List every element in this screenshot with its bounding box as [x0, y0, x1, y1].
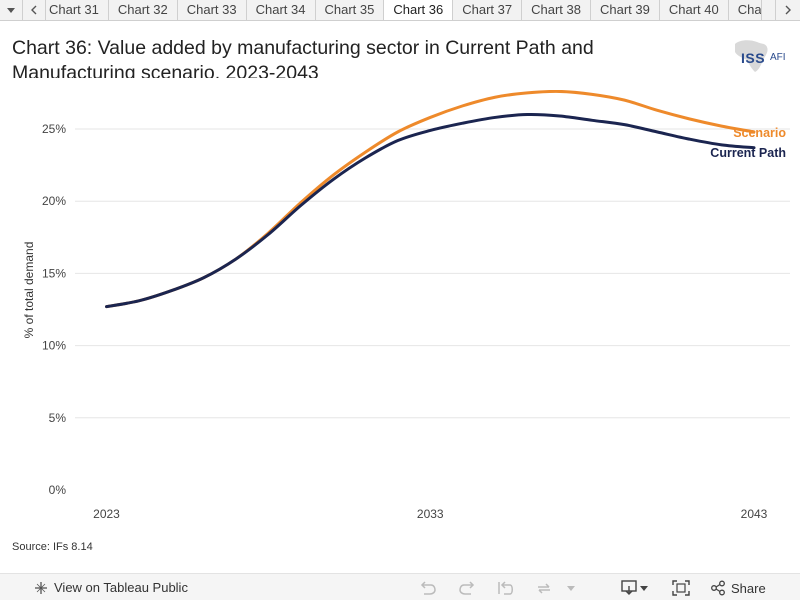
refresh-icon	[538, 583, 550, 594]
pause-dropdown-button[interactable]	[566, 579, 576, 597]
tab-chart-40[interactable]: Chart 40	[660, 0, 729, 20]
fullscreen-button[interactable]	[672, 579, 690, 597]
y-tick-label: 10%	[42, 339, 66, 353]
tab-chart-39[interactable]: Chart 39	[591, 0, 660, 20]
tab-menu-button[interactable]	[0, 0, 23, 20]
undo-button[interactable]	[419, 579, 437, 597]
y-tick-label: 20%	[42, 194, 66, 208]
line-chart: 0% 5% 10% 15% 20% 25% 2023 2033 2043 % of total d…	[22, 90, 790, 521]
y-tick-label: 5%	[49, 411, 67, 425]
download-icon	[621, 580, 637, 595]
series-line-scenario	[105, 90, 756, 309]
view-on-tableau-label: View on Tableau Public	[54, 580, 188, 595]
share-icon	[711, 580, 725, 596]
redo-icon	[459, 581, 475, 595]
chevron-right-icon	[785, 5, 791, 15]
fullscreen-icon	[672, 580, 690, 596]
chevron-left-icon	[31, 5, 37, 15]
tab-chart-37[interactable]: Chart 37	[453, 0, 523, 20]
redo-button[interactable]	[458, 579, 476, 597]
tab-chart-38[interactable]: Chart 38	[522, 0, 591, 20]
tab-list: Chart 31 Chart 32 Chart 33 Chart 34 Char…	[46, 0, 775, 20]
caret-down-icon	[567, 586, 575, 591]
tab-chart-35[interactable]: Chart 35	[316, 0, 385, 20]
undo-icon	[420, 581, 436, 595]
footer-toolbar: View on Tableau Public Share	[0, 573, 800, 600]
refresh-button[interactable]	[535, 579, 553, 597]
y-tick-label: 15%	[42, 266, 66, 280]
revert-button[interactable]	[497, 579, 515, 597]
tab-chart-33[interactable]: Chart 33	[178, 0, 247, 20]
chart-title: Chart 36: Value added by manufacturing s…	[12, 37, 594, 78]
download-button[interactable]	[621, 579, 649, 597]
series-line-current-path	[105, 113, 756, 309]
x-tick-label: 2023	[93, 507, 120, 521]
x-tick-label: 2043	[741, 507, 768, 521]
tab-chart-32[interactable]: Chart 32	[109, 0, 178, 20]
y-tick-label: 0%	[49, 483, 67, 497]
logo-subtext: AFI	[770, 52, 786, 63]
africa-map-logo-icon	[735, 40, 768, 72]
tab-scroll-left-button[interactable]	[23, 0, 46, 20]
tab-chart-34[interactable]: Chart 34	[247, 0, 316, 20]
tableau-logo-icon	[35, 581, 47, 594]
tab-chart-41[interactable]: Chart 41	[729, 0, 762, 20]
source-note: Source: IFs 8.14	[12, 541, 93, 553]
caret-down-icon	[7, 8, 15, 13]
revert-icon	[498, 581, 513, 595]
share-button[interactable]: Share	[710, 579, 766, 597]
tab-chart-31[interactable]: Chart 31	[46, 0, 109, 20]
series-label-current-path: Current Path	[710, 146, 786, 160]
logo-text: ISS	[741, 50, 766, 66]
tab-scroll-right-button[interactable]	[775, 0, 800, 20]
y-axis-label: % of total demand	[22, 242, 36, 339]
caret-down-icon	[640, 586, 648, 591]
tab-chart-36[interactable]: Chart 36	[384, 0, 454, 20]
y-tick-label: 25%	[42, 122, 66, 136]
tab-strip: Chart 31 Chart 32 Chart 33 Chart 34 Char…	[0, 0, 800, 21]
share-label: Share	[731, 580, 766, 596]
series-label-scenario: Scenario	[733, 126, 786, 140]
x-tick-label: 2033	[417, 507, 444, 521]
view-on-tableau-link[interactable]: View on Tableau Public	[34, 580, 188, 595]
